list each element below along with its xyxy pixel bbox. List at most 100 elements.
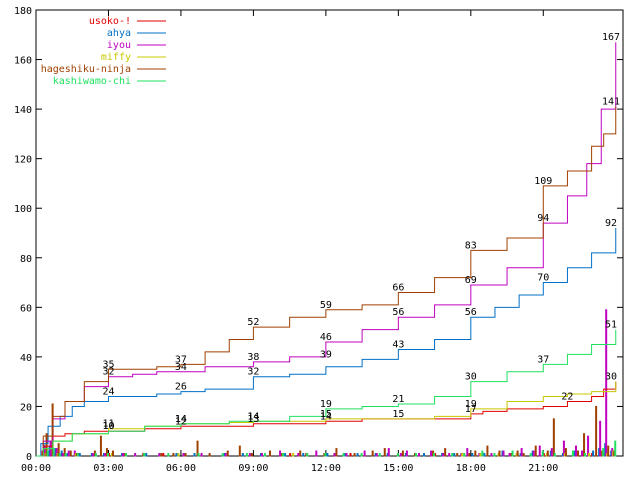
- bar-iyou: [158, 453, 161, 457]
- bar-kashiwamo-chi: [414, 453, 417, 457]
- bar-hageshiku-ninja: [57, 443, 60, 457]
- x-tick-label: 06:00: [166, 463, 196, 474]
- bar-kashiwamo-chi: [584, 453, 587, 457]
- data-label-kashiwamo-chi: 14: [175, 414, 187, 425]
- bar-hageshiku-ninja: [111, 450, 114, 457]
- bar-hageshiku-ninja: [474, 450, 477, 457]
- data-label-kashiwamo-chi: 10: [102, 421, 114, 432]
- bar-kashiwamo-chi: [143, 453, 146, 457]
- bar-iyou: [297, 453, 300, 457]
- bar-ahya: [592, 450, 595, 457]
- bar-iyou: [574, 445, 577, 457]
- bar-kashiwamo-chi: [306, 453, 309, 457]
- data-label-miffy: 30: [605, 372, 617, 383]
- bar-kashiwamo-chi: [245, 453, 248, 457]
- data-label-ahya: 26: [175, 382, 187, 393]
- bar-kashiwamo-chi: [553, 453, 556, 457]
- bar-iyou: [200, 453, 203, 457]
- bar-iyou: [417, 453, 420, 457]
- bar-iyou: [466, 448, 469, 457]
- data-label-iyou: 34: [175, 362, 187, 373]
- bar-kashiwamo-chi: [263, 453, 266, 457]
- data-label-iyou: 167: [602, 32, 620, 43]
- bar-hageshiku-ninja: [577, 450, 580, 457]
- y-tick-label: 100: [14, 204, 32, 215]
- data-label-usoko-!: 13: [247, 414, 259, 425]
- legend: usoko-!ahyaiyoumiffyhageshiku-ninjakashi…: [41, 16, 166, 87]
- bar-hageshiku-ninja: [534, 445, 537, 457]
- bar-iyou: [442, 453, 445, 457]
- data-label-iyou: 69: [465, 275, 477, 286]
- bar-miffy: [292, 453, 295, 457]
- data-label-iyou: 94: [537, 213, 549, 224]
- bar-iyou: [562, 440, 565, 457]
- bar-hageshiku-ninja: [250, 453, 253, 457]
- bar-kashiwamo-chi: [378, 453, 381, 457]
- bar-kashiwamo-chi: [94, 453, 97, 457]
- legend-label: miffy: [101, 52, 131, 63]
- bar-ahya: [241, 453, 244, 457]
- bar-kashiwamo-chi: [511, 450, 514, 457]
- data-label-miffy: 11: [102, 419, 114, 430]
- data-label-kashiwamo-chi: 30: [465, 372, 477, 383]
- series-line-iyou: [36, 42, 617, 457]
- y-tick-label: 20: [20, 402, 32, 413]
- bar-iyou: [520, 448, 523, 457]
- bar-kashiwamo-chi: [197, 453, 200, 457]
- data-label-ahya: 24: [102, 387, 114, 398]
- bar-hageshiku-ninja: [371, 450, 374, 457]
- data-label-hageshiku-ninja: 35: [102, 359, 114, 370]
- bar-usoko-!: [162, 453, 165, 457]
- data-label-iyou: 38: [247, 352, 259, 363]
- data-label-hageshiku-ninja: 59: [320, 300, 332, 311]
- data-label-ahya: 43: [392, 339, 404, 350]
- bar-ahya: [284, 453, 287, 457]
- bar-hageshiku-ninja: [401, 450, 404, 457]
- bar-kashiwamo-chi: [541, 450, 544, 457]
- bar-kashiwamo-chi: [614, 440, 617, 457]
- bar-hageshiku-ninja: [226, 450, 229, 457]
- bar-hageshiku-ninja: [45, 433, 48, 457]
- data-label-usoko-!: 12: [175, 416, 187, 427]
- data-label-ahya: 70: [537, 273, 549, 284]
- bar-iyou: [103, 453, 106, 457]
- bar-miffy: [479, 453, 482, 457]
- y-tick-label: 60: [20, 303, 32, 314]
- bar-kashiwamo-chi: [529, 453, 532, 457]
- bar-iyou: [532, 450, 535, 457]
- bar-hageshiku-ninja: [522, 453, 525, 457]
- x-tick-label: 09:00: [238, 463, 268, 474]
- bar-iyou: [581, 450, 584, 457]
- histogram-bars: [41, 309, 617, 457]
- bar-ahya: [175, 453, 178, 457]
- bar-kashiwamo-chi: [396, 453, 399, 457]
- bar-kashiwamo-chi: [46, 450, 49, 457]
- data-label-iyou: 56: [392, 307, 404, 318]
- bar-iyou: [375, 453, 378, 457]
- data-label-usoko-!: 10: [102, 421, 114, 432]
- bar-hageshiku-ninja: [99, 435, 102, 457]
- legend-label: iyou: [107, 40, 131, 51]
- bar-iyou: [508, 453, 511, 457]
- bar-iyou: [430, 450, 433, 457]
- bar-kashiwamo-chi: [433, 453, 436, 457]
- bar-ahya: [326, 453, 329, 457]
- bar-hageshiku-ninja: [546, 450, 549, 457]
- legend-label: kashiwamo-chi: [53, 76, 131, 87]
- data-label-usoko-!: 22: [561, 391, 573, 402]
- x-tick-label: 00:00: [21, 463, 51, 474]
- bar-hageshiku-ninja: [269, 450, 272, 457]
- bar-iyou: [538, 445, 541, 457]
- bar-iyou: [345, 453, 348, 457]
- x-tick-label: 18:00: [456, 463, 486, 474]
- bar-iyou: [248, 453, 251, 457]
- data-label-hageshiku-ninja: 83: [465, 240, 477, 251]
- bar-hageshiku-ninja: [498, 450, 501, 457]
- data-label-ahya: 56: [465, 307, 477, 318]
- bar-iyou: [599, 420, 602, 457]
- bar-ahya: [483, 453, 486, 457]
- bar-iyou: [134, 453, 137, 457]
- bar-kashiwamo-chi: [571, 450, 574, 457]
- bar-hageshiku-ninja: [184, 453, 187, 457]
